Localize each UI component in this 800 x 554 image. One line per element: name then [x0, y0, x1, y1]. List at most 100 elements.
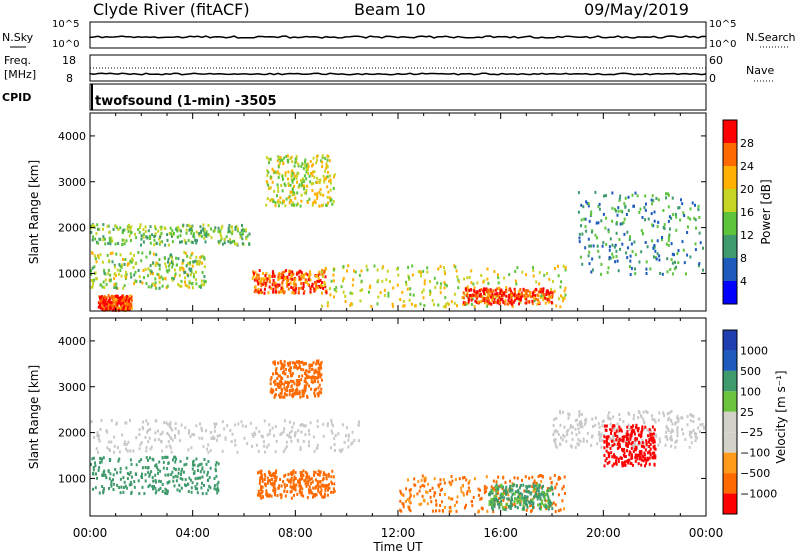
scatter-cell: [125, 306, 127, 310]
scatter-cell: [682, 432, 685, 436]
scatter-cell: [164, 256, 166, 260]
scatter-cell: [581, 262, 584, 266]
scatter-cell: [580, 224, 582, 228]
scatter-cell: [665, 196, 667, 200]
scatter-cell: [308, 384, 311, 388]
scatter-cell: [541, 490, 544, 494]
scatter-cell: [167, 264, 170, 268]
scatter-cell: [502, 300, 505, 304]
scatter-cell: [495, 494, 498, 498]
scatter-cell: [659, 271, 662, 275]
noise-left-tick-top: 10^5: [52, 19, 79, 30]
scatter-cell: [188, 281, 191, 285]
scatter-cell: [691, 201, 694, 205]
scatter-cell: [115, 422, 118, 426]
scatter-cell: [333, 175, 335, 179]
scatter-cell: [104, 296, 107, 300]
scatter-cell: [214, 425, 217, 429]
scatter-cell: [626, 445, 629, 449]
scatter-cell: [158, 479, 161, 483]
scatter-cell: [292, 289, 295, 293]
scatter-cell: [283, 489, 286, 493]
scatter-cell: [253, 278, 256, 282]
scatter-cell: [198, 231, 201, 235]
scatter-cell: [115, 282, 118, 286]
scatter-cell: [449, 483, 452, 487]
scatter-cell: [218, 434, 221, 437]
scatter-cell: [201, 254, 204, 258]
scatter-cell: [321, 165, 324, 168]
scatter-cell: [314, 288, 317, 292]
scatter-cell: [695, 432, 698, 436]
scatter-cell: [125, 297, 128, 301]
scatter-cell: [252, 274, 255, 278]
scatter-cell: [368, 290, 370, 294]
scatter-cell: [626, 449, 628, 453]
scatter-cell: [256, 279, 259, 283]
scatter-cell: [302, 494, 305, 498]
scatter-cell: [621, 222, 624, 226]
scatter-cell: [541, 486, 544, 490]
scatter-cell: [619, 194, 622, 198]
scatter-cell: [280, 431, 283, 435]
scatter-cell: [539, 497, 542, 501]
scatter-cell: [185, 228, 188, 232]
scatter-cell: [295, 203, 298, 207]
scatter-cell: [670, 258, 673, 262]
scatter-cell: [389, 280, 391, 284]
scatter-cell: [191, 264, 194, 268]
scatter-cell: [305, 170, 308, 174]
scatter-cell: [668, 411, 671, 415]
scatter-cell: [109, 242, 112, 246]
scatter-cell: [528, 484, 531, 488]
scatter-cell: [622, 420, 625, 424]
scatter-cell: [366, 268, 369, 272]
scatter-cell: [478, 493, 480, 497]
scatter-cell: [177, 283, 180, 287]
scatter-cell: [441, 487, 443, 491]
scatter-cell: [114, 303, 117, 307]
scatter-cell: [159, 240, 162, 244]
scatter-cell: [514, 490, 517, 494]
scatter-cell: [450, 509, 453, 513]
scatter-cell: [331, 202, 334, 206]
scatter-region-1: [90, 223, 251, 247]
scatter-cell: [286, 284, 289, 288]
scatter-cell: [408, 298, 411, 302]
scatter-cell: [116, 471, 118, 475]
scatter-cell: [686, 415, 689, 419]
scatter-cell: [241, 237, 244, 241]
scatter-cell: [288, 381, 290, 385]
scatter-cell: [513, 502, 516, 506]
scatter-cell: [435, 509, 437, 513]
scatter-cell: [590, 210, 593, 214]
scatter-cell: [644, 194, 647, 198]
scatter-cell: [396, 267, 399, 271]
scatter-cell: [158, 276, 161, 280]
scatter-cell: [101, 304, 104, 308]
scatter-cell: [677, 261, 680, 265]
scatter-cell: [633, 438, 636, 442]
scatter-cell: [621, 242, 624, 246]
scatter-cell: [302, 167, 305, 171]
colorbar-segment: [723, 166, 737, 189]
scatter-cell: [279, 383, 282, 387]
scatter-cell: [674, 445, 677, 449]
scatter-cell: [132, 449, 135, 453]
scatter-cell: [147, 229, 150, 233]
scatter-cell: [320, 483, 323, 487]
scatter-cell: [141, 466, 144, 470]
scatter-cell: [516, 266, 519, 270]
scatter-cell: [282, 177, 284, 181]
scatter-cell: [623, 435, 626, 439]
scatter-cell: [138, 447, 141, 451]
scatter-cell: [297, 290, 300, 294]
scatter-cell: [511, 482, 514, 486]
scatter-cell: [228, 223, 231, 227]
scatter-cell: [134, 472, 137, 476]
scatter-cell: [539, 290, 542, 294]
scatter-cell: [550, 295, 553, 299]
scatter-cell: [240, 420, 243, 424]
scatter-cell: [168, 262, 171, 266]
scatter-cell: [544, 301, 547, 305]
